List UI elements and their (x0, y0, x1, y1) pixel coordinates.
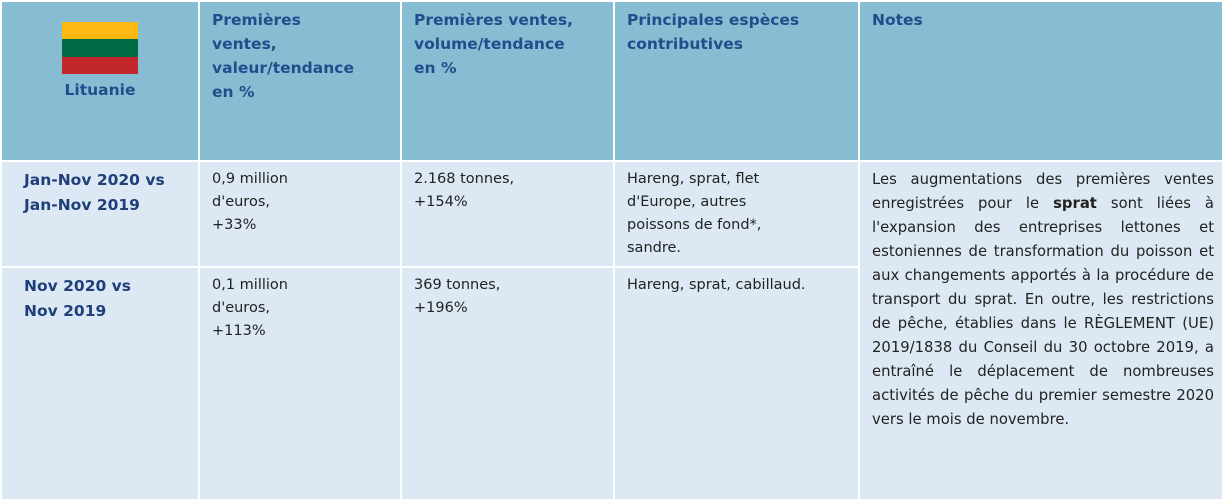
text-line: valeur/tendance (212, 59, 354, 77)
text-line: Principales espèces (627, 11, 800, 29)
country-cell: Lituanie (0, 0, 200, 162)
notes-text: Les augmentations des premières ventes e… (872, 171, 1214, 212)
text-line: ventes, (212, 35, 277, 53)
species: Hareng, sprat, cabillaud. (613, 266, 860, 501)
header-cell: Notes (858, 0, 1222, 162)
text-line: 369 tonnes, (414, 277, 501, 293)
text-line: Hareng, sprat, cabillaud. (627, 277, 806, 293)
text-line: en % (414, 59, 457, 77)
species: Hareng, sprat, flet d'Europe, autres poiss… (613, 160, 860, 268)
value: 0,9 million d'euros, +33% (198, 160, 402, 268)
text-line: Nov 2019 (24, 302, 107, 320)
text-line: Jan-Nov 2020 vs (24, 171, 165, 189)
flag (62, 22, 138, 74)
row: Nov 2020 vs Nov 2019 0,1 million d'euros, +… (0, 266, 1222, 501)
header-row: Lituanie Premières ventes, valeur/tendance… (0, 0, 1222, 162)
header-cell: Premières ventes, valeur/tendance en % (198, 0, 402, 162)
text-line: +33% (212, 217, 257, 233)
text-line: 0,1 million (212, 277, 288, 293)
text-line: Hareng, sprat, flet (627, 171, 760, 187)
volume: 369 tonnes, +196% (400, 266, 615, 501)
text-line: en % (212, 83, 255, 101)
text-line: poissons de fond*, (627, 217, 762, 233)
text-line: +154% (414, 194, 468, 210)
text-line: 2.168 tonnes, (414, 171, 515, 187)
text-line: contributives (627, 35, 743, 53)
value: 0,1 million d'euros, +113% (198, 266, 402, 501)
header-cell: Premières ventes, volume/tendance en % (400, 0, 615, 162)
text-line: +196% (414, 300, 468, 316)
text-line: Jan-Nov 2019 (24, 196, 140, 214)
notes: Les augmentations des premières ventes e… (858, 160, 1222, 501)
notes-text: sont liées à l'expansion des entreprises… (872, 195, 1215, 428)
period: Nov 2020 vs Nov 2019 (0, 266, 200, 501)
text-line: d'euros, (212, 300, 270, 316)
row: Jan-Nov 2020 vs Jan-Nov 2019 0,9 million d… (0, 160, 1222, 501)
notes-bold: sprat (1053, 195, 1097, 212)
text-line: Premières ventes, (414, 11, 573, 29)
text-line: +113% (212, 323, 266, 339)
period: Jan-Nov 2020 vs Jan-Nov 2019 (0, 160, 200, 268)
country: Lituanie (64, 81, 136, 99)
text-line: volume/tendance (414, 35, 565, 53)
volume: 2.168 tonnes, +154% (400, 160, 615, 268)
text-line: d'euros, (212, 194, 270, 210)
text-line: Premières (212, 11, 301, 29)
header-cell: Principales espèces contributives (613, 0, 860, 162)
text-line: Notes (872, 11, 923, 29)
text-line: 0,9 million (212, 171, 288, 187)
text-line: sandre. (627, 240, 682, 256)
text-line: d'Europe, autres (627, 194, 747, 210)
text-line: Nov 2020 vs (24, 277, 131, 295)
